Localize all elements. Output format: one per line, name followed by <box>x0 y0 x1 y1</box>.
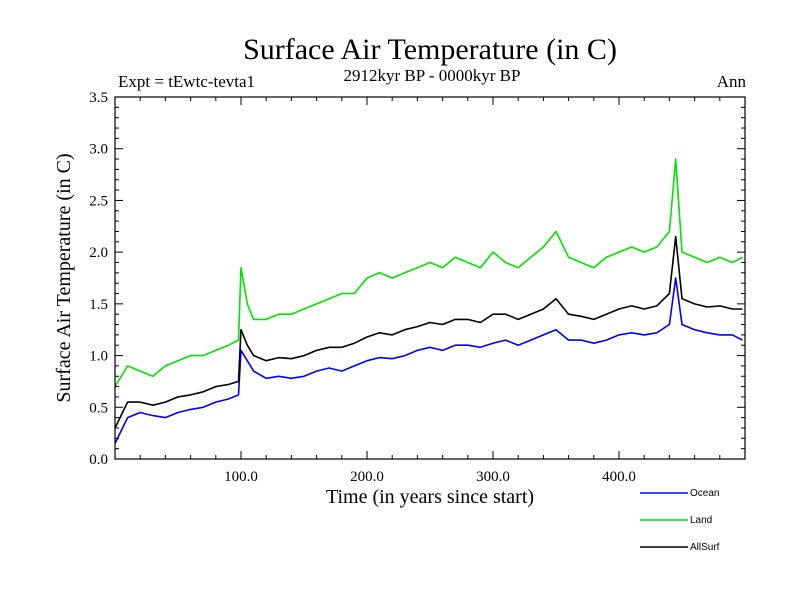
y-tick-label: 0.5 <box>89 400 108 416</box>
y-axis: 0.0 0.5 1.0 1.5 2.0 2.5 3.0 3.5 <box>89 90 745 468</box>
x-tick-label: 200.0 <box>350 469 384 485</box>
time-range-label: 2912kyr BP - 0000kyr BP <box>344 66 521 85</box>
chart-title: Surface Air Temperature (in C) <box>243 33 617 66</box>
legend-label-ocean: Ocean <box>690 488 719 499</box>
y-tick-label: 2.0 <box>89 245 108 261</box>
x-tick-label: 400.0 <box>602 469 636 485</box>
series-line-land <box>114 158 743 388</box>
legend: Ocean Land AllSurf <box>640 488 720 553</box>
y-tick-label: 1.0 <box>89 349 108 365</box>
legend-label-land: Land <box>690 515 712 526</box>
series-line-allsurf <box>114 235 743 429</box>
legend-label-allsurf: AllSurf <box>690 542 720 553</box>
y-tick-label: 0.0 <box>89 452 108 468</box>
x-tick-label: 300.0 <box>476 469 510 485</box>
y-tick-label: 2.5 <box>89 193 108 209</box>
y-tick-label: 3.5 <box>89 90 108 106</box>
y-tick-label: 3.0 <box>89 142 108 158</box>
series-layer <box>114 158 743 444</box>
y-tick-label: 1.5 <box>89 297 108 313</box>
x-axis: 100.0 200.0 300.0 400.0 <box>139 97 721 485</box>
x-axis-title: Time (in years since start) <box>326 486 534 508</box>
plot-frame <box>114 96 746 460</box>
experiment-label: Expt = tEwtc-tevta1 <box>118 72 255 91</box>
season-label: Ann <box>717 72 747 91</box>
y-axis-title: Surface Air Temperature (in C) <box>53 153 75 402</box>
x-tick-label: 100.0 <box>224 469 258 485</box>
series-line-ocean <box>114 277 743 444</box>
